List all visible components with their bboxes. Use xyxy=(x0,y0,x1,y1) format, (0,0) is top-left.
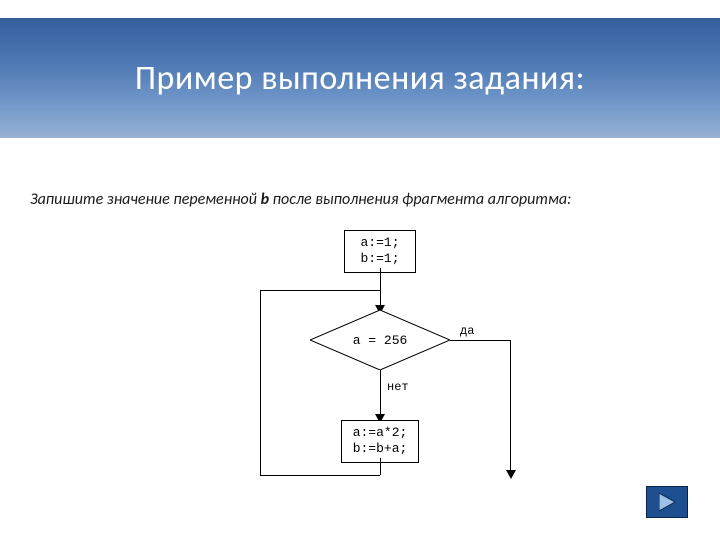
desc-suffix: после выполнения фрагмента алгоритма: xyxy=(269,190,571,209)
flow-edge xyxy=(260,290,261,475)
flow-edge xyxy=(510,340,511,475)
node-line: b:=1; xyxy=(353,251,407,267)
flow-node-decision: a = 256 xyxy=(310,310,450,370)
flow-edge xyxy=(380,370,381,420)
play-icon xyxy=(659,493,675,511)
task-description: Запишите значение переменной b после вып… xyxy=(30,190,690,209)
flow-node-init: a:=1; b:=1; xyxy=(344,230,416,273)
node-line: a:=a*2; xyxy=(350,425,410,441)
arrow-head-icon xyxy=(506,470,516,479)
desc-prefix: Запишите значение переменной xyxy=(30,190,261,209)
flow-edge xyxy=(450,340,510,341)
flow-edge xyxy=(260,290,380,291)
edge-label-yes: да xyxy=(460,324,474,338)
slide-title: Пример выполнения задания: xyxy=(135,58,585,99)
flow-edge xyxy=(260,475,380,476)
node-line: a:=1; xyxy=(353,235,407,251)
desc-variable: b xyxy=(261,190,269,209)
next-slide-button[interactable] xyxy=(646,486,688,518)
slide-title-band: Пример выполнения задания: xyxy=(0,18,720,138)
flow-node-body: a:=a*2; b:=b+a; xyxy=(341,420,419,463)
flow-edge xyxy=(380,458,381,475)
decision-label: a = 256 xyxy=(310,310,450,370)
algorithm-flowchart: a:=1; b:=1; a = 256 да нет a:=a*2; b:=b+… xyxy=(210,230,560,500)
node-line: b:=b+a; xyxy=(350,441,410,457)
edge-label-no: нет xyxy=(387,380,409,394)
